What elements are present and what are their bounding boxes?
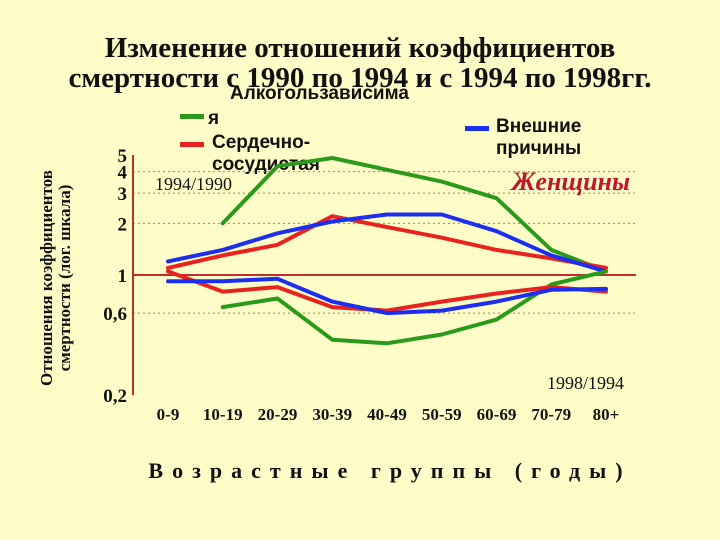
legend-external-swatch bbox=[465, 126, 489, 131]
series-line-cardio-lower bbox=[166, 269, 608, 313]
y-tick-labels: 0,2 0,6 1 2 345 bbox=[103, 146, 127, 407]
panel-label-lower: 1998/1994 bbox=[547, 373, 624, 393]
legend-cardio-swatch bbox=[180, 142, 204, 147]
x-tick-label: 0-9 bbox=[157, 405, 180, 424]
x-tick-label: 50-59 bbox=[422, 405, 462, 424]
y-tick-label: 3 bbox=[118, 184, 128, 205]
y-tick-label: 5 bbox=[118, 146, 128, 167]
chart-title-line-1: Изменение отношений коэффициентов bbox=[104, 32, 616, 64]
series-line-external-upper bbox=[166, 212, 608, 274]
legend-external-label: Внешние причины bbox=[496, 116, 582, 159]
legend-alcohol-swatch bbox=[180, 114, 204, 119]
y-tick-label: 0,6 bbox=[103, 304, 127, 325]
x-tick-label: 30-39 bbox=[312, 405, 352, 424]
series-line-external-lower bbox=[166, 276, 608, 316]
y-tick-label: 1 bbox=[118, 266, 128, 287]
panel-label-upper: 1994/1990 bbox=[155, 174, 232, 194]
chart-title-line-2: смертности с 1990 по 1994 и с 1994 по 19… bbox=[68, 62, 652, 94]
x-axis-label: Возрастные группы (годы) bbox=[148, 458, 632, 483]
series-line-alcohol-upper bbox=[220, 156, 608, 274]
legend-alcohol-label-2: я bbox=[208, 108, 220, 129]
y-tick-label: 4 bbox=[118, 163, 128, 184]
x-tick-label: 20-29 bbox=[258, 405, 298, 424]
x-tick-labels: 0-9 10-19 20-29 30-39 40-49 50-59 60-69 70-79 80… bbox=[157, 405, 620, 424]
x-tick-label: 70-79 bbox=[531, 405, 571, 424]
series-lines bbox=[166, 156, 608, 346]
x-tick-label: 40-49 bbox=[367, 405, 407, 424]
x-tick-label: 60-69 bbox=[477, 405, 517, 424]
legend-alcohol-label-1: Алкогользависима bbox=[230, 83, 409, 104]
y-tick-label: 2 bbox=[118, 214, 128, 235]
x-tick-label: 80+ bbox=[593, 405, 620, 424]
legend-cardio-label: Сердечно-сосудистая bbox=[212, 132, 320, 175]
x-tick-label: 10-19 bbox=[203, 405, 243, 424]
series-line-cardio-upper bbox=[166, 214, 608, 270]
y-tick-label: 0,2 bbox=[103, 386, 127, 407]
panel-label-women: Женщины bbox=[510, 167, 630, 196]
